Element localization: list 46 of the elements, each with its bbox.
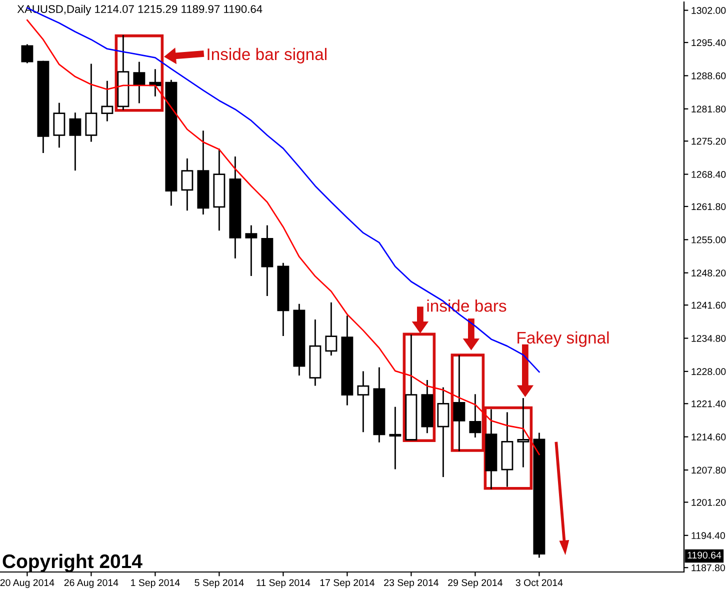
candlestick [357,371,370,432]
candlestick [325,302,338,356]
x-tick-label: 23 Sep 2014 [384,579,438,588]
y-tick-label: 1248.20 [692,270,726,276]
x-tick-label: 17 Sep 2014 [320,579,374,588]
candlestick [53,102,66,148]
candlestick [133,62,146,104]
candlestick [245,225,258,276]
x-tick-label: 3 Oct 2014 [516,579,563,586]
candlestick [85,64,98,142]
x-tick-label: 5 Sep 2014 [194,579,244,588]
y-tick-label: 1288.60 [692,72,726,80]
annotation: Inside bar signal [208,48,326,64]
candlestick [69,112,82,171]
x-tick-label: 11 Sep 2014 [256,579,310,588]
candlestick [101,80,114,122]
candlestick [389,406,402,470]
candlestick [21,44,34,64]
y-tick-label: 1261.80 [692,203,726,210]
y-tick-label: 1281.80 [692,106,726,112]
y-tick-label: 1221.40 [692,400,726,408]
x-tick-label: 20 Aug 2014 [0,579,54,588]
candlestick [453,355,466,452]
x-tick-label: 29 Sep 2014 [448,579,502,588]
x-tick-label: 1 Sep 2014 [131,579,180,588]
y-tick-label: 1295.40 [692,39,726,46]
y-tick-label: 1201.20 [692,498,726,506]
annotation: Fakey signal [518,331,609,347]
y-tick-label: 1241.60 [692,302,726,309]
x-tick-label: 26 Aug 2014 [64,579,118,588]
candlestick [437,387,450,478]
y-tick-label: 1275.20 [692,138,726,145]
y-tick-label: 1268.40 [692,171,726,178]
annotation: Copyright 2014 [2,554,142,572]
text: 1190.64 [688,552,722,559]
candlestick [469,394,482,438]
candlestick [517,398,530,468]
candlestick [181,158,194,211]
y-tick-label: 1207.80 [692,466,726,474]
y-tick-label: 1194.40 [692,532,725,540]
y-tick-label: 1255.00 [692,236,726,244]
y-tick-label: 1302.00 [692,7,726,14]
y-tick-label: 1234.80 [692,334,726,342]
y-tick-label: 1214.60 [692,434,726,440]
y-tick-label: 1228.00 [692,368,726,376]
y-tick-label: 1187.80 [692,564,725,572]
